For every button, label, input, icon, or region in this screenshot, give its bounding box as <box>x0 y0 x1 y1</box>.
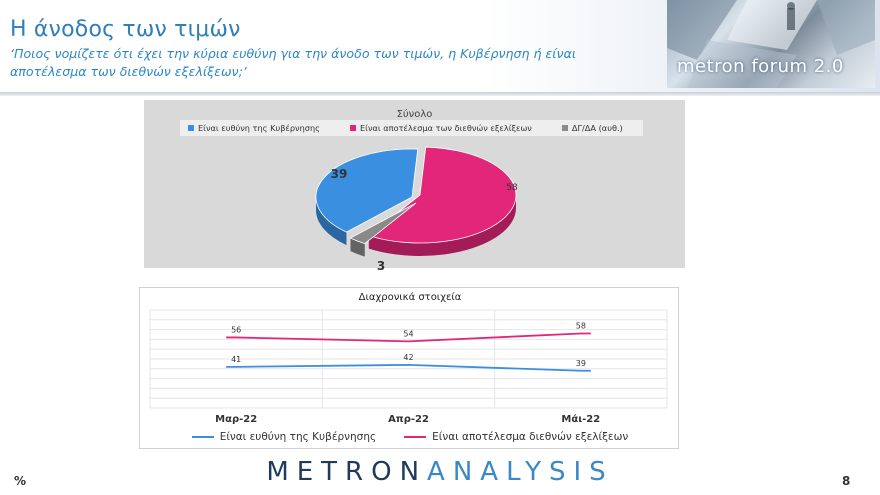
pie-legend-item: Είναι ευθύνη της Κυβέρνησης <box>188 123 320 133</box>
unit-label: % <box>14 474 27 488</box>
legend-line-icon <box>191 436 214 438</box>
pie-chart-title: Σύνολο <box>396 109 433 120</box>
pie-slice <box>349 202 417 245</box>
data-label: 56 <box>231 325 241 334</box>
data-label: 42 <box>403 353 413 362</box>
series-line <box>226 363 591 372</box>
data-label: 58 <box>576 322 586 331</box>
line-chart-panel: Διαχρονικά στοιχεία Μαρ-22 Απρ-22 Μάι-22 41… <box>139 287 679 449</box>
pie-data-label: 58 <box>506 183 518 193</box>
logo-text: metron forum 2.0 <box>677 56 844 77</box>
x-tick-label: Απρ-22 <box>388 414 429 425</box>
legend-swatch-icon <box>561 125 568 131</box>
legend-line-icon <box>404 436 427 438</box>
brand-part-a: METRON <box>266 457 428 487</box>
line-legend-item: Είναι αποτέλεσμα διεθνών εξελίξεων <box>404 431 628 443</box>
brand-part-b: ANALYSIS <box>427 457 614 487</box>
line-chart: Μαρ-22 Απρ-22 Μάι-22 41 42 39 56 54 58 <box>149 309 668 425</box>
line-legend-label: Είναι ευθύνη της Κυβέρνησης <box>219 431 377 443</box>
pie-legend-label: Είναι ευθύνη της Κυβέρνησης <box>198 123 320 133</box>
series-line <box>226 332 591 343</box>
pie-chart: 39 58 3 <box>315 146 518 273</box>
pie-slice-side <box>316 197 347 246</box>
pie-legend-label: ΔΓ/ΔΑ (αυθ.) <box>571 123 623 133</box>
pie-legend-label: Είναι αποτέλεσμα των διεθνών εξελίξεων <box>360 123 532 133</box>
line-legend-label: Είναι αποτέλεσμα διεθνών εξελίξεων <box>432 431 629 443</box>
line-legend: Είναι ευθύνη της Κυβέρνησης Είναι αποτέλ… <box>140 429 680 445</box>
logo-background-icon <box>667 0 875 88</box>
x-tick-label: Μαρ-22 <box>215 414 257 425</box>
legend-swatch-icon <box>350 125 356 131</box>
pie-chart-panel: Σύνολο Είναι ευθύνη της Κυβέρνησης Είναι… <box>144 100 685 273</box>
pie-data-label: 3 <box>377 259 385 273</box>
header-divider <box>0 92 880 96</box>
data-label: 41 <box>231 355 241 364</box>
pie-slice-side <box>368 195 516 256</box>
page-number: 8 <box>842 474 851 488</box>
line-chart-title: Διαχρονικά στοιχεία <box>358 292 462 303</box>
metron-analysis-logo: METRONANALYSIS <box>0 457 880 487</box>
legend-swatch-icon <box>188 125 194 131</box>
page-subtitle: ‘Ποιος νομίζετε ότι έχει την κύρια ευθύν… <box>10 46 577 79</box>
pie-data-label: 39 <box>331 167 348 181</box>
page-title: Η άνοδος των τιμών <box>10 17 241 42</box>
line-legend-item: Είναι ευθύνη της Κυβέρνησης <box>191 431 377 443</box>
pie-slice <box>315 148 419 233</box>
data-label: 54 <box>403 329 413 338</box>
pie-legend: Είναι ευθύνη της Κυβέρνησης Είναι αποτέλ… <box>180 120 643 136</box>
x-tick-label: Μάι-22 <box>561 413 600 425</box>
data-label: 39 <box>576 359 586 368</box>
pie-slice <box>367 146 517 244</box>
pie-legend-item: Είναι αποτέλεσμα των διεθνών εξελίξεων <box>350 123 532 133</box>
metron-forum-logo: metron forum 2.0 <box>667 0 875 88</box>
pie-legend-item: ΔΓ/ΔΑ (αυθ.) <box>561 123 623 133</box>
